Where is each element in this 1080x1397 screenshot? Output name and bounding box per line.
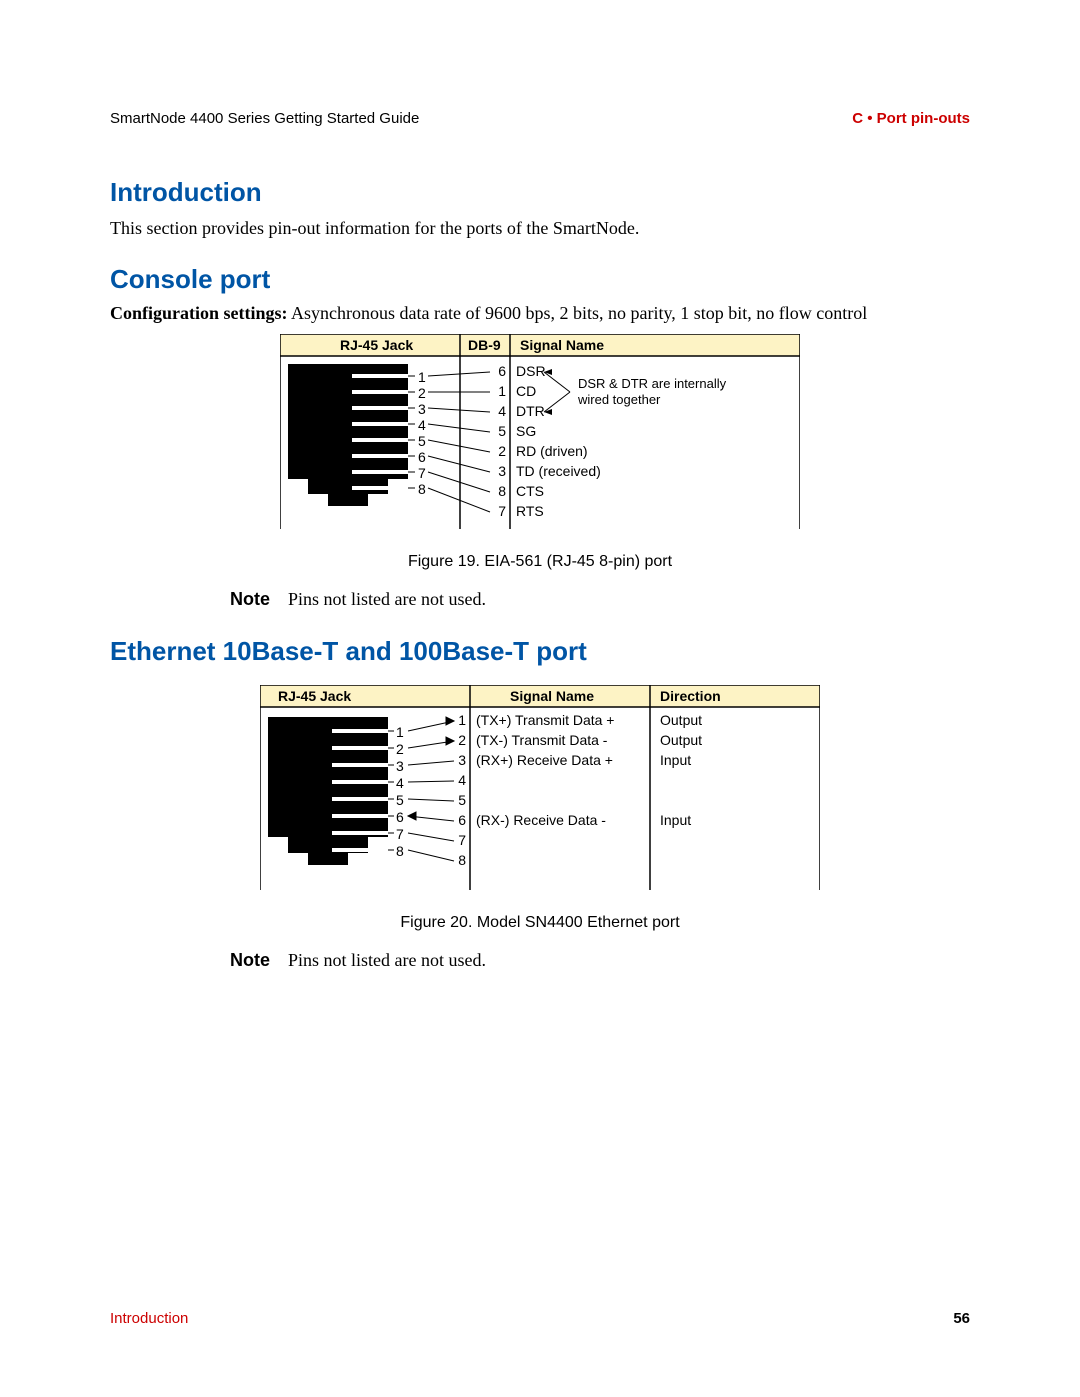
figure-19-caption: Figure 19. EIA-561 (RJ-45 8-pin) port xyxy=(110,553,970,571)
figure-20-caption: Figure 20. Model SN4400 Ethernet port xyxy=(110,914,970,932)
svg-text:7: 7 xyxy=(396,826,404,842)
console-heading: Console port xyxy=(110,264,970,295)
svg-text:1: 1 xyxy=(418,369,426,385)
page-header: SmartNode 4400 Series Getting Started Gu… xyxy=(110,110,970,127)
svg-text:6: 6 xyxy=(498,363,506,379)
svg-text:Input: Input xyxy=(660,812,691,828)
svg-text:(TX-) Transmit Data -: (TX-) Transmit Data - xyxy=(476,732,608,748)
ethernet-pinout-diagram: RJ-45 Jack Signal Name Direction xyxy=(260,685,820,895)
th-db9: DB-9 xyxy=(468,337,501,353)
svg-text:CTS: CTS xyxy=(516,483,544,499)
console-pinout-diagram: RJ-45 Jack DB-9 Signal Name xyxy=(280,334,800,534)
note-text: Pins not listed are not used. xyxy=(288,589,486,610)
console-config-line: Configuration settings: Asynchronous dat… xyxy=(110,303,970,324)
svg-text:1: 1 xyxy=(458,712,466,728)
eth-signals: (TX+) Transmit Data + (TX-) Transmit Dat… xyxy=(476,712,614,828)
th-rj45: RJ-45 Jack xyxy=(340,337,413,353)
svg-text:2: 2 xyxy=(458,732,466,748)
svg-text:Signal Name: Signal Name xyxy=(510,688,594,704)
svg-text:1: 1 xyxy=(498,383,506,399)
svg-text:Output: Output xyxy=(660,732,702,748)
crossing-lines xyxy=(428,372,490,512)
svg-text:8: 8 xyxy=(418,481,426,497)
jack-pin-numbers: 1 2 3 4 5 6 7 8 xyxy=(408,369,426,497)
svg-text:7: 7 xyxy=(458,832,466,848)
config-label: Configuration settings: xyxy=(110,303,288,323)
svg-text:4: 4 xyxy=(418,417,426,433)
svg-text:6: 6 xyxy=(418,449,426,465)
svg-text:(RX-) Receive Data -: (RX-) Receive Data - xyxy=(476,812,606,828)
svg-text:3: 3 xyxy=(498,463,506,479)
svg-text:CD: CD xyxy=(516,383,536,399)
eth-directions: Output Output Input Input xyxy=(660,712,702,828)
introduction-body: This section provides pin-out informatio… xyxy=(110,216,970,240)
svg-text:Output: Output xyxy=(660,712,702,728)
svg-text:5: 5 xyxy=(418,433,426,449)
svg-text:DSR: DSR xyxy=(516,363,546,379)
figure-20: RJ-45 Jack Signal Name Direction xyxy=(110,685,970,900)
footer-section: Introduction xyxy=(110,1310,188,1327)
svg-text:wired together: wired together xyxy=(577,392,661,407)
page-footer: Introduction 56 xyxy=(110,1310,970,1327)
left-pins: 1 2 3 4 5 6 7 8 xyxy=(388,724,404,859)
svg-text:(RX+) Receive Data +: (RX+) Receive Data + xyxy=(476,752,613,768)
svg-text:DSR & DTR are internally: DSR & DTR are internally xyxy=(578,376,727,391)
header-section: C • Port pin-outs xyxy=(852,110,970,127)
note-label: Note xyxy=(230,950,270,971)
svg-text:RJ-45 Jack: RJ-45 Jack xyxy=(278,688,351,704)
svg-text:RTS: RTS xyxy=(516,503,544,519)
db9-numbers: 6 1 4 5 2 3 8 7 xyxy=(498,363,506,519)
svg-text:8: 8 xyxy=(458,852,466,868)
svg-text:5: 5 xyxy=(458,792,466,808)
right-pins: 1 2 3 4 5 6 7 8 xyxy=(458,712,466,868)
svg-text:4: 4 xyxy=(498,403,506,419)
svg-text:2: 2 xyxy=(498,443,506,459)
rj45-jack-icon xyxy=(268,717,388,875)
figure-19: RJ-45 Jack DB-9 Signal Name xyxy=(110,334,970,539)
svg-text:(TX+) Transmit Data +: (TX+) Transmit Data + xyxy=(476,712,614,728)
rj45-jack-icon xyxy=(288,364,408,514)
header-title: SmartNode 4400 Series Getting Started Gu… xyxy=(110,110,419,127)
svg-text:1: 1 xyxy=(396,724,404,740)
svg-text:RD (driven): RD (driven) xyxy=(516,443,588,459)
svg-text:7: 7 xyxy=(498,503,506,519)
svg-text:5: 5 xyxy=(396,792,404,808)
connect-lines xyxy=(408,717,454,861)
svg-text:DTR: DTR xyxy=(516,403,545,419)
ethernet-note: Note Pins not listed are not used. xyxy=(230,950,970,971)
svg-text:SG: SG xyxy=(516,423,536,439)
note-text: Pins not listed are not used. xyxy=(288,950,486,971)
svg-text:6: 6 xyxy=(396,809,404,825)
svg-text:TD (received): TD (received) xyxy=(516,463,601,479)
svg-text:2: 2 xyxy=(396,741,404,757)
note-label: Note xyxy=(230,589,270,610)
console-note: Note Pins not listed are not used. xyxy=(230,589,970,610)
svg-text:Direction: Direction xyxy=(660,688,721,704)
svg-text:6: 6 xyxy=(458,812,466,828)
th-signal: Signal Name xyxy=(520,337,604,353)
svg-text:Input: Input xyxy=(660,752,691,768)
config-text: Asynchronous data rate of 9600 bps, 2 bi… xyxy=(288,303,868,323)
svg-text:3: 3 xyxy=(396,758,404,774)
side-note: DSR & DTR are internally wired together xyxy=(544,369,727,415)
svg-text:7: 7 xyxy=(418,465,426,481)
svg-text:5: 5 xyxy=(498,423,506,439)
svg-text:3: 3 xyxy=(418,401,426,417)
svg-text:4: 4 xyxy=(396,775,404,791)
svg-text:8: 8 xyxy=(498,483,506,499)
page-content: SmartNode 4400 Series Getting Started Gu… xyxy=(0,0,1080,1397)
svg-text:3: 3 xyxy=(458,752,466,768)
svg-text:2: 2 xyxy=(418,385,426,401)
svg-text:4: 4 xyxy=(458,772,466,788)
ethernet-heading: Ethernet 10Base-T and 100Base-T port xyxy=(110,636,970,667)
svg-text:8: 8 xyxy=(396,843,404,859)
introduction-heading: Introduction xyxy=(110,177,970,208)
footer-page-number: 56 xyxy=(953,1310,970,1327)
